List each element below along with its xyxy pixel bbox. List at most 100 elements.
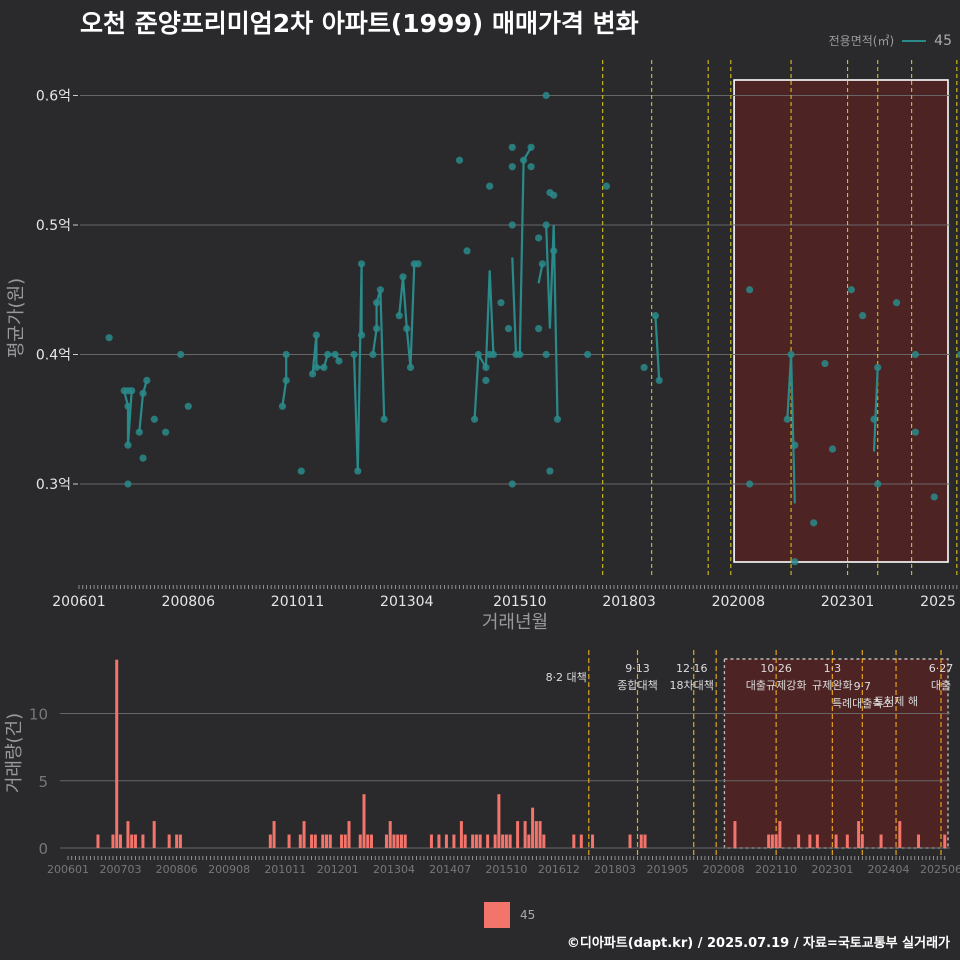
volume-bar [845, 834, 849, 848]
y-tick-label: 0.3억 [36, 477, 71, 493]
data-point [331, 350, 339, 359]
volume-bar [943, 834, 947, 848]
volume-bar [504, 834, 508, 848]
price-panel: 0.3억 0.4억 0.5억 0.6억 200601 200806 201011 201304… [6, 60, 960, 633]
x-tick-label: 200908 [208, 863, 250, 876]
volume-bar [628, 834, 632, 848]
x-tick-label: 201304 [380, 594, 434, 610]
x-tick-label: 202008 [703, 863, 745, 876]
volume-bar [797, 834, 801, 848]
volume-bar [493, 834, 497, 848]
volume-bar [857, 821, 861, 848]
series-line [654, 315, 661, 381]
volume-bar [778, 821, 782, 848]
volume-bar [133, 834, 137, 848]
data-point [892, 299, 901, 307]
legend-top: 전용면적(㎡) 45 [829, 32, 952, 49]
x-tick-label: 200601 [52, 594, 105, 610]
volume-bar [343, 834, 347, 848]
volume-bar [313, 834, 317, 848]
data-point [870, 415, 878, 423]
volume-bar [917, 834, 921, 848]
data-point [282, 350, 290, 359]
volume-panel: 0 5 10 8·2 대책 9·13 종합대책 12·16 18차대책 10·26 대출규제강화 1… [4, 650, 960, 876]
annotation-label: 토허제 해 [874, 694, 918, 708]
volume-bar [486, 834, 490, 848]
data-point [278, 402, 287, 410]
x-tick-label: 201510 [485, 863, 527, 876]
data-point [124, 402, 132, 410]
data-point [930, 493, 938, 501]
x-tick-label: 201612 [538, 863, 580, 876]
volume-bar [384, 834, 388, 848]
annotation-label: 9·13 [625, 662, 650, 675]
x-tick-label: 201510 [493, 594, 546, 610]
annotation-label: 특례대출축소 [832, 697, 893, 710]
volume-bar [141, 834, 145, 848]
volume-bar [534, 821, 538, 848]
volume-bar [879, 834, 883, 848]
data-point [335, 357, 343, 365]
legend-bottom-item: 45 [520, 908, 536, 922]
data-point [516, 350, 524, 359]
y-tick-label: 5 [38, 773, 48, 791]
data-point [373, 325, 381, 333]
volume-bar [167, 834, 171, 848]
data-point [542, 221, 550, 229]
y-axis-label: 평균가(원) [6, 278, 27, 358]
x-tick-label: 201011 [271, 594, 324, 610]
x-tick-label: 201803 [602, 594, 655, 610]
volume-bar [474, 834, 478, 848]
volume-bar [310, 834, 314, 848]
x-tick-label: 201407 [429, 863, 471, 876]
volume-bar [898, 821, 902, 848]
data-point [746, 480, 754, 488]
volume-bar [118, 834, 122, 848]
legend-top-title: 전용면적(㎡) [828, 34, 895, 48]
data-point [535, 325, 543, 333]
data-point [859, 312, 867, 320]
volume-bar [396, 834, 400, 848]
data-point [527, 163, 535, 171]
y-tick-label: 0.5억 [36, 218, 71, 234]
data-point [474, 350, 482, 359]
volume-bar [444, 834, 448, 848]
x-tick-label: 200703 [99, 863, 141, 876]
data-point [746, 286, 754, 294]
volume-bar [834, 834, 838, 848]
data-point [354, 467, 362, 475]
data-point [508, 480, 516, 488]
x-tick-label: 202110 [755, 863, 797, 876]
data-point [139, 454, 147, 462]
data-point [297, 467, 305, 475]
data-point [308, 370, 317, 378]
volume-bar [767, 834, 771, 848]
data-point [787, 350, 795, 359]
volume-bar [358, 834, 362, 848]
volume-bar [340, 834, 344, 848]
data-point [414, 260, 422, 268]
data-point [847, 286, 855, 294]
data-point [395, 312, 403, 320]
volume-bar [860, 834, 864, 848]
volume-bar [325, 834, 329, 848]
x-tick-label: 200806 [156, 863, 198, 876]
x-tick-label: 2025 [920, 594, 956, 610]
data-point [312, 363, 320, 372]
volume-bar [531, 807, 535, 848]
series-line [138, 380, 148, 433]
data-point [783, 415, 791, 423]
data-point [105, 334, 113, 342]
data-point [791, 558, 799, 566]
volume-bar [287, 834, 291, 848]
x-tick-label: 201803 [594, 863, 636, 876]
data-point [128, 387, 136, 395]
volume-bar [115, 659, 119, 848]
data-point [124, 441, 132, 449]
volume-bar [572, 834, 576, 848]
data-point [584, 350, 592, 359]
annotation-label: 10·26 [760, 662, 792, 675]
data-point [177, 350, 185, 359]
volume-bar [178, 834, 182, 848]
